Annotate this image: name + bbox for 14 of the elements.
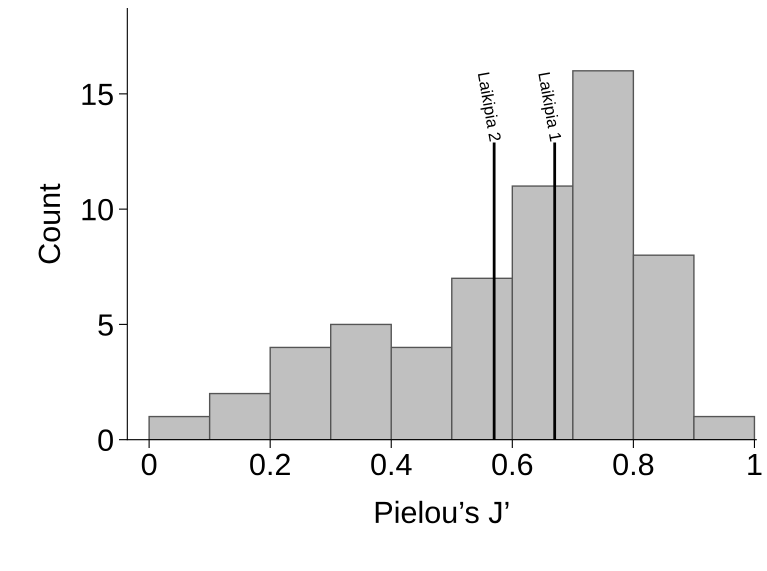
y-tick-label: 0	[98, 429, 113, 452]
y-tick-label: 15	[82, 84, 113, 106]
x-tick-label: 1	[748, 454, 762, 476]
x-tick-label: 0.2	[250, 454, 290, 476]
x-tick-label: 0.6	[492, 454, 532, 476]
y-axis-title: Count	[38, 184, 60, 264]
x-tick-label: 0	[142, 454, 156, 476]
x-tick-label: 0.4	[371, 454, 412, 476]
ref-line-label: Laikipia 2	[474, 72, 502, 142]
x-tick-label: 0.8	[613, 454, 654, 476]
y-tick-label: 10	[82, 198, 113, 221]
x-axis-title: Pielou’s J’	[376, 500, 508, 524]
y-tick-label: 5	[98, 314, 113, 336]
ref-line-label: Laikipia 1	[535, 72, 562, 142]
